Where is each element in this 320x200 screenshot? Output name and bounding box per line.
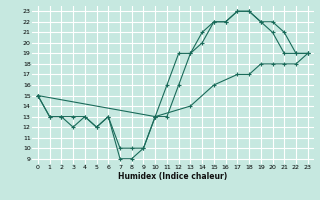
X-axis label: Humidex (Indice chaleur): Humidex (Indice chaleur)	[118, 172, 228, 181]
